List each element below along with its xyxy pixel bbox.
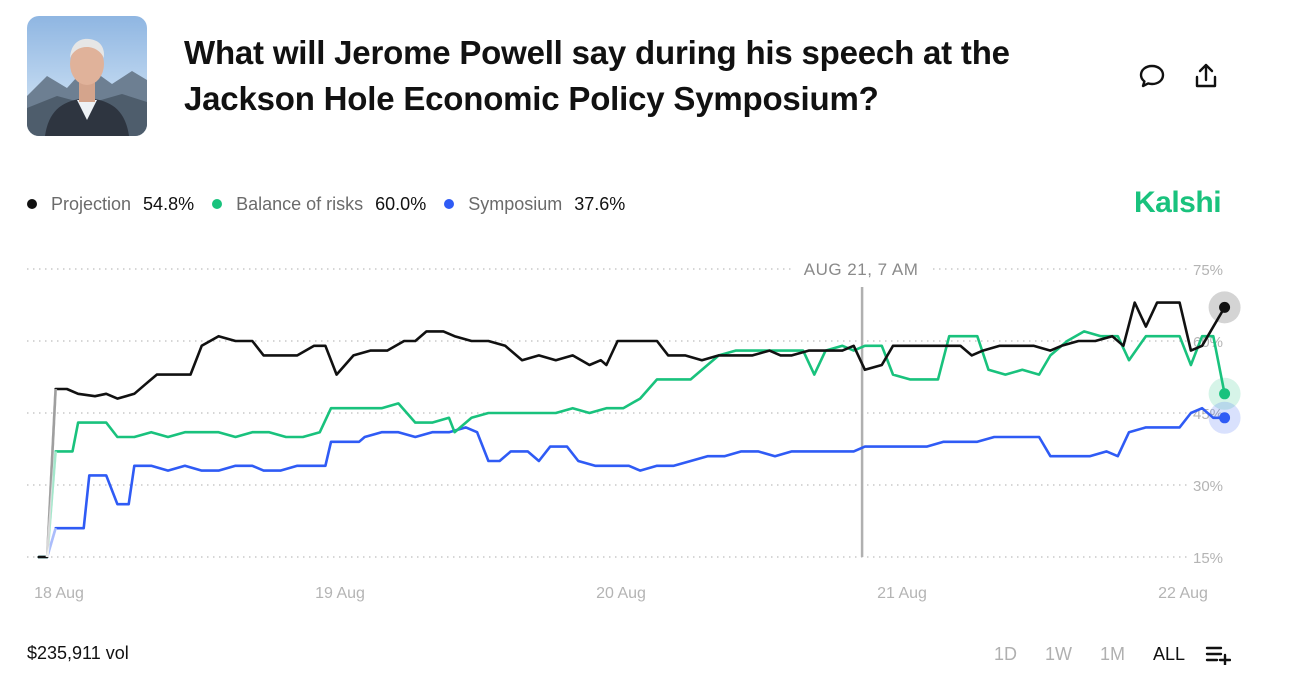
legend-name: Balance of risks: [236, 193, 364, 214]
chart-legend: Projection 54.8% Balance of risks 60.0% …: [27, 192, 643, 216]
x-tick-label: 19 Aug: [315, 585, 365, 602]
range-1m[interactable]: 1M: [1099, 643, 1125, 664]
series-line-symposium: [37, 406, 1226, 559]
legend-value: 37.6%: [574, 193, 626, 214]
share-icon: [1195, 63, 1217, 88]
market-title: What will Jerome Powell say during his s…: [184, 34, 1010, 117]
range-selector: 1D 1W 1M ALL: [966, 643, 1231, 665]
series-end-point: [1219, 301, 1231, 313]
comment-icon: [1139, 64, 1165, 88]
legend-item-symposium[interactable]: Symposium 37.6%: [444, 194, 625, 215]
hover-label-bg: [792, 256, 933, 280]
volume-label: $235,911 vol: [27, 643, 129, 663]
x-tick-label: 21 Aug: [877, 585, 927, 602]
legend-dot: [27, 199, 37, 209]
legend-dot: [212, 199, 223, 209]
range-1d[interactable]: 1D: [993, 643, 1017, 664]
legend-dot: [444, 199, 455, 209]
range-all[interactable]: ALL: [1152, 643, 1185, 664]
legend-item-projection[interactable]: Projection 54.8%: [27, 194, 194, 215]
series-end-point: [1219, 388, 1231, 400]
legend-value: 60.0%: [375, 193, 427, 214]
series-ramp: [45, 527, 58, 558]
legend-value: 54.8%: [143, 193, 195, 214]
x-tick-label: 18 Aug: [34, 585, 84, 602]
hover-label: AUG 21, 7 AM: [804, 260, 919, 279]
list-add-icon: [1205, 646, 1231, 665]
y-tick-label: 30%: [1193, 478, 1223, 495]
comment-button[interactable]: [1136, 60, 1168, 92]
legend-name: Projection: [51, 193, 132, 214]
y-tick-label: 15%: [1193, 550, 1223, 567]
legend-name: Symposium: [468, 193, 563, 214]
price-chart[interactable]: 15%30%45%60%75%18 Aug 19 Aug 20 Aug 21 Aug 2…: [0, 250, 1295, 620]
range-1w[interactable]: 1W: [1044, 643, 1072, 664]
portrait-image: [27, 38, 147, 136]
series-line-balance-of-risks: [37, 330, 1226, 559]
list-add-button[interactable]: [1205, 643, 1231, 665]
kalshi-logo: Kalshi: [1134, 186, 1222, 219]
legend-item-balance-of-risks[interactable]: Balance of risks 60.0%: [212, 194, 426, 215]
series-line-projection: [37, 301, 1226, 559]
x-tick-label: 22 Aug: [1158, 585, 1208, 602]
share-button[interactable]: [1190, 60, 1222, 92]
series-ramp: [45, 451, 58, 558]
market-image: [27, 16, 147, 136]
series-end-point: [1219, 412, 1231, 424]
x-tick-label: 20 Aug: [596, 585, 646, 602]
y-tick-label: 75%: [1193, 262, 1223, 279]
